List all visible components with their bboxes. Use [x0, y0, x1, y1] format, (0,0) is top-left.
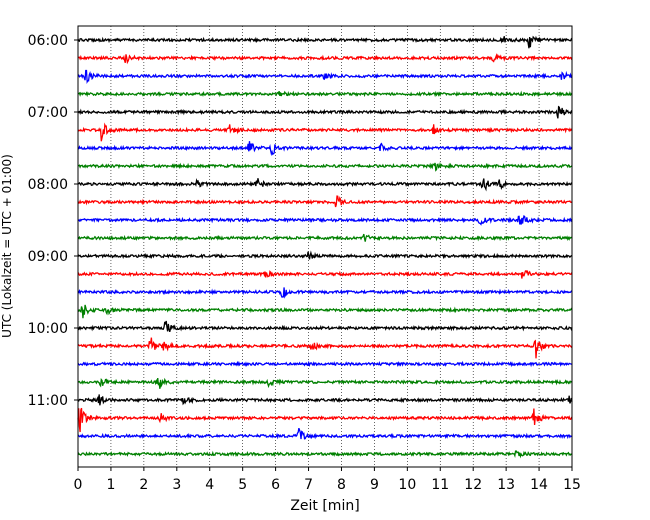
trace-0930 — [77, 287, 573, 299]
trace-0815 — [77, 195, 573, 208]
trace-1130 — [77, 427, 573, 440]
trace-1115 — [77, 407, 573, 433]
y-tick-label: 10:00 — [28, 321, 68, 337]
trace-0615 — [77, 53, 573, 65]
trace-1045 — [77, 377, 573, 389]
trace-1015 — [77, 337, 573, 359]
trace-1000 — [77, 320, 573, 333]
trace-0700 — [77, 105, 573, 119]
x-tick-label: 3 — [172, 477, 181, 493]
plot-frame — [77, 25, 573, 468]
trace-1030 — [77, 360, 573, 368]
y-tick-label: 06:00 — [28, 33, 68, 49]
trace-0645 — [77, 90, 573, 98]
y-tick-label: 07:00 — [28, 105, 68, 121]
trace-0830 — [77, 214, 573, 226]
trace-0730 — [77, 141, 573, 157]
x-tick-label: 11 — [431, 477, 449, 493]
trace-1100 — [77, 394, 573, 406]
x-tick-label: 7 — [304, 477, 313, 493]
y-axis-label: UTC (Lokalzeit = UTC + 01:00) — [0, 154, 14, 338]
trace-0945 — [77, 304, 573, 319]
x-tick-label: 0 — [74, 477, 83, 493]
x-tick-label: 8 — [337, 477, 346, 493]
x-tick-label: 12 — [464, 477, 482, 493]
x-axis: 0 1 2 3 4 5 6 7 8 9 10 11 12 13 14 15 — [74, 467, 581, 493]
y-axis: 06:00 07:00 08:00 09:00 10:00 11:00 — [28, 33, 78, 409]
x-tick-label: 4 — [205, 477, 214, 493]
y-tick-label: 08:00 — [28, 177, 68, 193]
trace-0600 — [77, 35, 573, 49]
trace-0630 — [77, 69, 573, 85]
x-tick-label: 10 — [398, 477, 416, 493]
x-tick-label: 1 — [106, 477, 115, 493]
x-tick-label: 15 — [563, 477, 581, 493]
traces — [77, 35, 573, 459]
x-tick-label: 6 — [271, 477, 280, 493]
x-tick-label: 13 — [497, 477, 515, 493]
trace-1145 — [77, 450, 573, 459]
trace-0745 — [77, 161, 573, 172]
trace-0845 — [77, 233, 573, 242]
x-tick-label: 2 — [139, 477, 148, 493]
x-tick-label: 9 — [370, 477, 379, 493]
trace-0800 — [77, 178, 573, 192]
trace-0900 — [77, 250, 573, 260]
x-tick-label: 5 — [238, 477, 247, 493]
y-tick-label: 09:00 — [28, 249, 68, 265]
x-tick-label: 14 — [530, 477, 548, 493]
y-tick-label: 11:00 — [28, 393, 68, 409]
x-axis-label: Zeit [min] — [290, 498, 359, 514]
trace-0915 — [77, 269, 573, 279]
trace-0715 — [77, 122, 573, 142]
